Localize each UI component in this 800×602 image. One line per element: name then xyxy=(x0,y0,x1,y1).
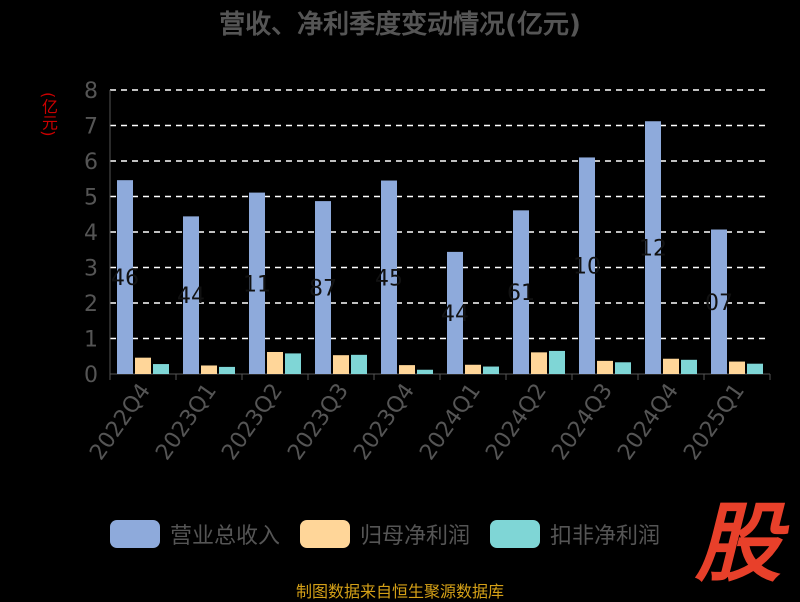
data-label: 12 xyxy=(639,237,667,262)
bar-revenue xyxy=(447,251,463,374)
data-label: 44 xyxy=(177,284,205,309)
bar-revenue xyxy=(315,201,331,374)
x-tick-label: 2023Q1 xyxy=(151,379,222,465)
data-label: 44 xyxy=(441,302,469,327)
bar-net-profit xyxy=(531,352,547,374)
data-source-note: 制图数据来自恒生聚源数据库 xyxy=(295,582,504,601)
legend-item-revenue[interactable]: 营业总收入 xyxy=(110,518,280,550)
y-tick-label: 8 xyxy=(84,79,98,104)
y-tick-label: 1 xyxy=(84,328,98,353)
x-tick-label: 2023Q2 xyxy=(217,379,288,465)
bar-revenue xyxy=(249,192,265,374)
bar-deducted-net-profit xyxy=(681,359,697,374)
bar-revenue xyxy=(117,180,133,374)
chart-title: 营收、净利季度变动情况(亿元) xyxy=(219,10,581,40)
legend-swatch-revenue xyxy=(110,520,160,548)
bar-revenue xyxy=(381,180,397,374)
x-tick-label: 2024Q4 xyxy=(613,379,684,465)
x-tick-label: 2023Q4 xyxy=(349,379,420,465)
legend-swatch-deducted-net-profit xyxy=(490,520,541,548)
data-label: 61 xyxy=(507,281,535,306)
bar-revenue xyxy=(513,210,529,374)
bar-net-profit xyxy=(729,361,745,374)
bar-deducted-net-profit xyxy=(285,353,301,374)
legend-swatch-net-profit xyxy=(300,520,351,548)
bar-deducted-net-profit xyxy=(615,362,631,374)
data-label: 10 xyxy=(573,255,601,280)
bar-deducted-net-profit xyxy=(153,364,169,374)
bar-deducted-net-profit xyxy=(351,354,367,374)
bar-deducted-net-profit xyxy=(747,363,763,374)
bar-deducted-net-profit xyxy=(219,366,235,374)
x-tick-label: 2024Q1 xyxy=(415,379,486,465)
bar-net-profit xyxy=(333,355,349,374)
bar-net-profit xyxy=(597,360,613,374)
legend-item-net-profit[interactable]: 归母净利润 xyxy=(300,518,470,550)
x-tick-label: 2022Q4 xyxy=(85,379,156,465)
y-tick-label: 6 xyxy=(84,150,98,175)
bar-net-profit xyxy=(399,365,415,374)
bar-net-profit xyxy=(267,351,283,374)
x-tick-label: 2025Q1 xyxy=(679,379,750,465)
brand-logo: 股 xyxy=(695,494,781,594)
data-label: 07 xyxy=(705,291,733,316)
bar-revenue xyxy=(183,216,199,374)
data-label: 87 xyxy=(309,277,337,302)
legend-item-deducted-net-profit[interactable]: 扣非净利润 xyxy=(490,518,660,550)
bar-net-profit xyxy=(663,358,679,374)
legend-label-revenue: 营业总收入 xyxy=(170,524,281,549)
y-tick-label: 7 xyxy=(84,115,98,140)
x-tick-label: 2024Q3 xyxy=(547,379,618,465)
bar-deducted-net-profit xyxy=(483,366,499,374)
bar-revenue xyxy=(645,121,661,375)
legend: 营业总收入 归母净利润 扣非净利润 xyxy=(110,518,660,550)
data-label: 11 xyxy=(243,272,271,297)
bar-deducted-net-profit xyxy=(549,350,565,374)
x-tick-label: 2024Q2 xyxy=(481,379,552,465)
bar-net-profit xyxy=(135,357,151,374)
y-tick-label: 5 xyxy=(84,186,98,211)
y-axis-unit: (亿元) xyxy=(39,92,58,137)
bar-revenue xyxy=(711,229,727,374)
bar-net-profit xyxy=(465,364,481,374)
data-label: 46 xyxy=(111,266,139,291)
legend-label-deducted-net-profit: 扣非净利润 xyxy=(550,524,661,549)
y-tick-label: 3 xyxy=(84,257,98,282)
legend-label-net-profit: 归母净利润 xyxy=(360,524,471,549)
bar-revenue xyxy=(579,157,595,374)
bar-deducted-net-profit xyxy=(417,369,433,374)
data-label: 45 xyxy=(375,266,403,291)
x-tick-label: 2023Q3 xyxy=(283,379,354,465)
y-tick-label: 2 xyxy=(84,292,98,317)
bar-net-profit xyxy=(201,365,217,374)
y-tick-label: 4 xyxy=(84,221,98,246)
y-tick-label: 0 xyxy=(84,363,98,388)
